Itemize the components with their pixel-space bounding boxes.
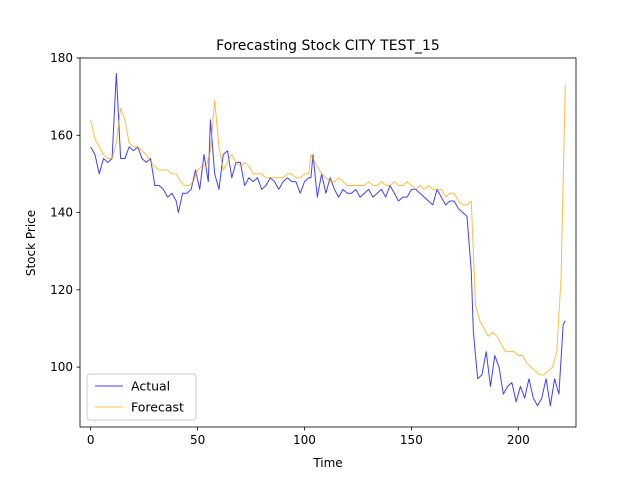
legend-label-actual: Actual bbox=[131, 379, 170, 394]
x-axis-label: Time bbox=[312, 456, 342, 470]
y-tick-label: 100 bbox=[50, 360, 73, 374]
x-axis-ticks: 0 50 100 150 200 bbox=[87, 427, 530, 447]
y-tick-label: 120 bbox=[50, 283, 73, 297]
x-tick-label: 100 bbox=[293, 433, 316, 447]
x-tick-label: 150 bbox=[400, 433, 423, 447]
series-line-actual bbox=[90, 72, 566, 407]
axes-frame bbox=[79, 57, 577, 428]
y-tick-label: 180 bbox=[50, 51, 73, 65]
legend-label-forecast: Forecast bbox=[131, 400, 184, 415]
y-tick-label: 160 bbox=[50, 128, 73, 142]
y-tick-label: 140 bbox=[50, 206, 73, 220]
x-tick-label: 0 bbox=[87, 433, 95, 447]
plot-area bbox=[79, 57, 577, 428]
y-axis-label: Stock Price bbox=[24, 210, 38, 276]
legend: Actual Forecast bbox=[86, 373, 197, 421]
chart-title: Forecasting Stock CITY TEST_15 bbox=[216, 38, 440, 54]
x-tick-label: 50 bbox=[190, 433, 205, 447]
series-line-forecast bbox=[90, 85, 566, 376]
y-axis-ticks: 100 120 140 160 180 bbox=[50, 51, 80, 374]
x-tick-label: 200 bbox=[507, 433, 530, 447]
